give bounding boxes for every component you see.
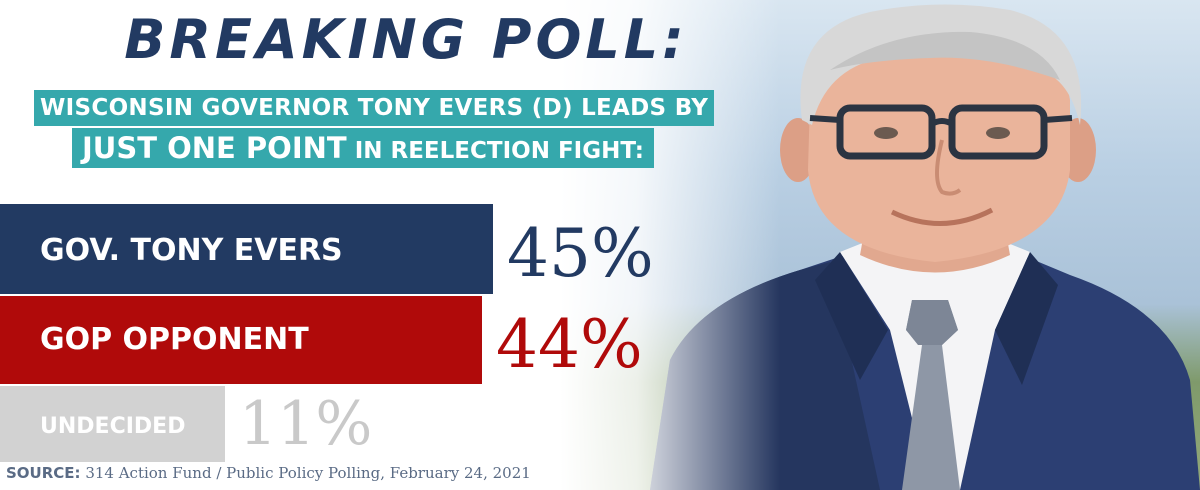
bar-gop-opponent — [0, 296, 482, 384]
subheadline-emphasis: JUST ONE POINT — [82, 131, 347, 165]
bar-gov-tony-evers — [0, 204, 493, 294]
candidate-photo — [560, 0, 1200, 490]
value-label-gov-tony-evers: 45% — [507, 215, 654, 292]
value-label-undecided: 11% — [239, 389, 373, 459]
bar-undecided — [0, 386, 225, 462]
headline: BREAKING POLL: — [124, 8, 688, 71]
bar-label-undecided: UNDECIDED — [40, 414, 186, 439]
subheadline-line-2: JUST ONE POINT IN REELECTION FIGHT: — [72, 128, 654, 168]
bar-label-gov-tony-evers: GOV. TONY EVERS — [40, 233, 343, 268]
subheadline-rest: IN REELECTION FIGHT: — [346, 138, 644, 164]
source-line: SOURCE: 314 Action Fund / Public Policy … — [6, 464, 531, 482]
value-label-gop-opponent: 44% — [496, 306, 643, 383]
bar-label-gop-opponent: GOP OPPONENT — [40, 322, 309, 357]
photo-fade-overlay — [560, 0, 780, 490]
source-tag: SOURCE: — [6, 464, 81, 482]
subheadline-line-1: WISCONSIN GOVERNOR TONY EVERS (D) LEADS … — [34, 90, 715, 126]
source-text: 314 Action Fund / Public Policy Polling,… — [80, 464, 531, 482]
